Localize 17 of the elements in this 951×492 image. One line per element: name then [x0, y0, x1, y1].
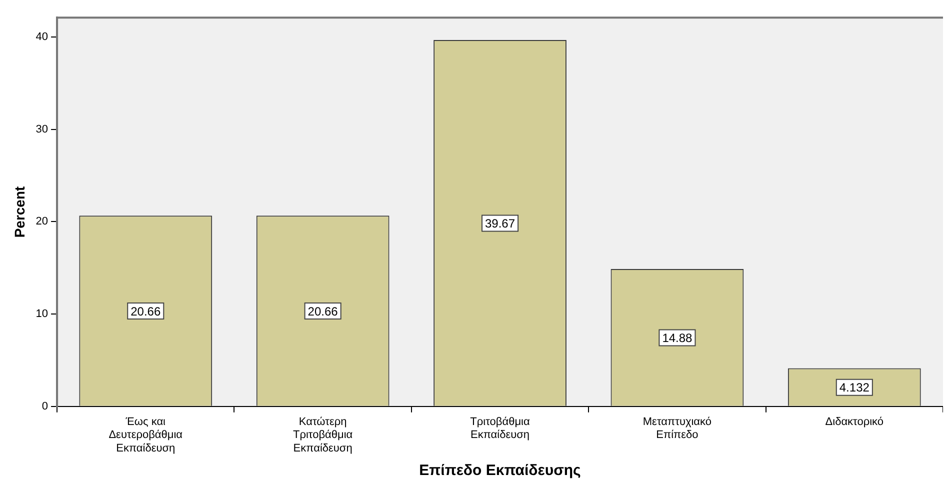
y-axis-title: Percent [11, 186, 28, 238]
data-label: 20.66 [308, 304, 338, 318]
x-axis-title: Επίπεδο Εκπαίδευσης [419, 462, 582, 480]
y-tick-label: 20 [36, 216, 48, 228]
data-label: 39.67 [485, 216, 516, 231]
data-label: 4.132 [839, 380, 870, 395]
data-label: 20.66 [130, 304, 161, 318]
x-tick-label: Κατώτερη Τριτοβάθμια Εκπαίδευση [292, 416, 354, 454]
y-tick-label: 40 [36, 31, 48, 44]
y-tick-label: 0 [42, 400, 48, 412]
y-tick-label: 10 [36, 308, 48, 320]
y-tick-label: 30 [36, 123, 48, 136]
x-tick-label: Μεταπτυχιακό Επίπεδο [642, 416, 712, 442]
x-tick-label: Έως και Δευτεροβάθμια Εκπαίδευση [108, 416, 184, 454]
x-tick-label: Τριτοβάθμια Εκπαίδευση [470, 416, 530, 442]
x-tick-label: Διδακτορικό [825, 416, 884, 428]
data-label: 14.88 [662, 331, 693, 346]
